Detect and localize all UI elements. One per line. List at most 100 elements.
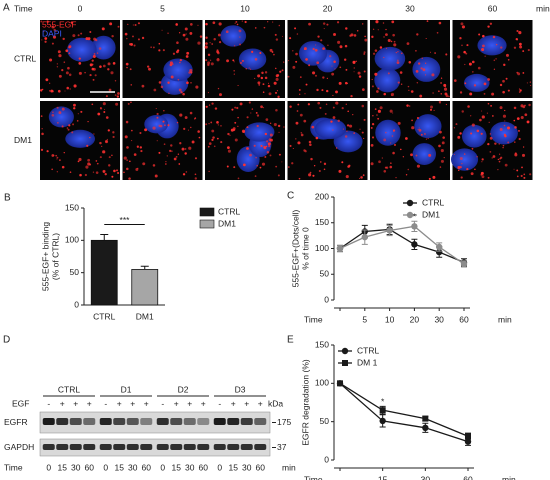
data-point <box>460 260 468 268</box>
egf-dot <box>507 58 510 61</box>
egf-dot <box>239 61 243 65</box>
time-value: 30 <box>405 3 415 13</box>
nucleus <box>477 35 507 56</box>
egf-dot <box>112 131 115 134</box>
egf-dot <box>371 136 375 139</box>
egf-dot <box>195 85 199 89</box>
egf-dot <box>78 157 82 162</box>
data-point <box>464 438 472 445</box>
legend-label: CTRL <box>218 206 240 216</box>
egf-dot <box>419 94 423 98</box>
group-label: D3 <box>235 384 246 394</box>
egf-dot <box>211 43 214 45</box>
egf-dot <box>418 128 422 132</box>
egf-dot <box>303 47 307 51</box>
egf-dot <box>137 22 140 25</box>
egf-dot <box>516 39 518 41</box>
egf-dot <box>481 158 484 161</box>
egf-dot <box>158 124 161 128</box>
egf-dot <box>275 91 278 94</box>
egf-dot <box>521 166 523 169</box>
egf-dot <box>518 91 521 93</box>
egf-dot <box>408 105 411 107</box>
egf-dot <box>51 25 55 29</box>
egf-dot <box>209 59 212 61</box>
egf-dot <box>516 169 519 172</box>
egf-dot <box>164 163 167 165</box>
egf-dot <box>263 26 266 29</box>
egf-dot <box>432 92 434 94</box>
egf-dot <box>182 92 185 96</box>
egf-dot <box>339 45 343 49</box>
egf-dot <box>49 58 53 62</box>
egf-dot <box>207 91 210 94</box>
egfr-band <box>213 418 226 425</box>
egf-dot <box>297 103 300 106</box>
egf-dot <box>217 87 220 90</box>
egf-dot <box>236 106 239 110</box>
egf-dot <box>264 76 268 80</box>
micrograph <box>205 101 285 180</box>
egf-dot <box>289 105 292 108</box>
panel-label: C <box>287 191 294 202</box>
egf-dot <box>307 103 311 106</box>
egf-dot <box>255 157 257 159</box>
egf-dot <box>314 74 318 77</box>
egf-dot <box>139 131 142 135</box>
series-line <box>339 228 465 264</box>
y-tick-label: 50 <box>70 267 80 277</box>
bar <box>90 239 118 306</box>
egf-dot <box>227 132 230 136</box>
egf-dot <box>326 77 328 79</box>
egf-dot <box>56 158 58 160</box>
egf-dot <box>357 71 361 75</box>
egf-dot <box>424 133 426 135</box>
egf-dot <box>173 157 177 161</box>
gapdh-band <box>140 444 153 450</box>
egf-dot <box>298 89 301 91</box>
egf-dot <box>189 23 193 26</box>
egf-dot <box>372 28 375 31</box>
egf-dot <box>463 50 466 54</box>
egf-dot <box>300 133 304 137</box>
x-axis-unit: min <box>498 314 512 324</box>
egf-dot <box>323 168 326 171</box>
egf-dot <box>358 177 361 179</box>
egf-dot <box>425 37 427 39</box>
egf-dot <box>275 165 278 168</box>
x-tick-label: 60 <box>459 314 469 324</box>
egf-dot <box>379 106 383 110</box>
egf-dot <box>137 38 140 41</box>
egf-dot <box>269 154 272 157</box>
egf-dot <box>51 90 54 93</box>
egf-dot <box>156 112 159 116</box>
egf-dot <box>487 176 490 179</box>
egf-dot <box>416 164 421 168</box>
egf-dot <box>376 90 379 93</box>
egf-dot <box>182 173 186 176</box>
egf-dot <box>292 147 294 150</box>
egf-dot <box>268 138 272 142</box>
egf-dot <box>522 146 525 148</box>
egf-dot <box>346 82 349 84</box>
egf-dot <box>514 141 516 143</box>
egf-dot <box>217 58 219 60</box>
egf-dot <box>57 122 59 124</box>
egf-dot <box>364 38 368 42</box>
egf-dot <box>495 43 498 46</box>
egf-dot <box>233 166 236 169</box>
egf-dot <box>426 20 429 22</box>
egf-dot <box>278 24 281 27</box>
egf-dot <box>93 37 97 41</box>
egf-dot <box>77 34 80 37</box>
egf-dot <box>184 116 188 120</box>
egf-dot <box>383 92 386 96</box>
egf-dot <box>148 67 151 71</box>
egf-dot <box>188 146 192 150</box>
egfr-band <box>156 418 169 425</box>
egf-dot <box>472 71 474 73</box>
egf-dot <box>383 138 387 142</box>
time-value: 60 <box>85 462 95 472</box>
egf-dot <box>41 88 44 91</box>
egf-dot <box>64 90 66 92</box>
